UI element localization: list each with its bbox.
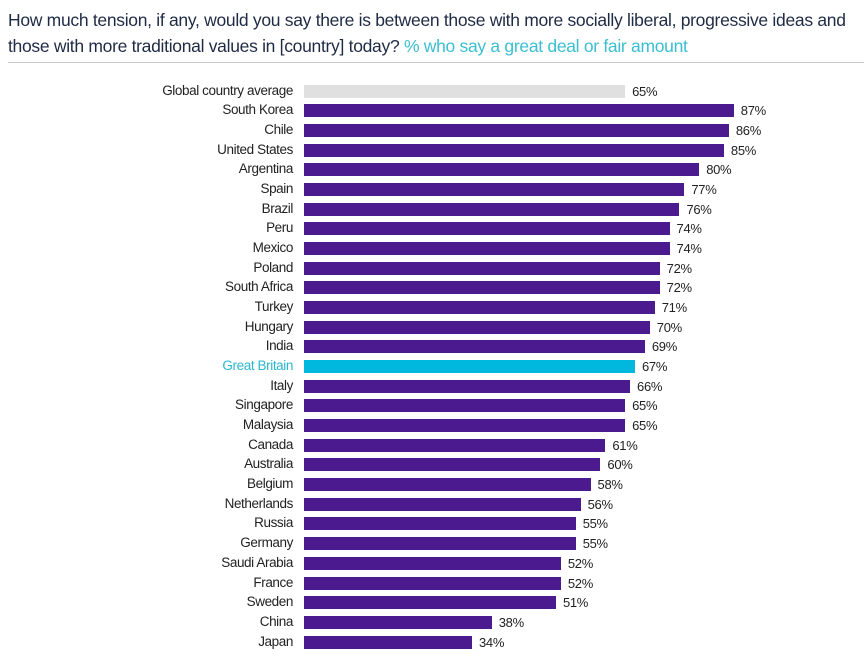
value-label: 72% xyxy=(666,280,692,296)
bar xyxy=(304,399,626,413)
bar xyxy=(304,458,601,472)
value-label: 55% xyxy=(582,536,608,552)
value-label: 34% xyxy=(478,634,505,650)
value-label: 77% xyxy=(691,181,717,197)
category-label: Japan xyxy=(258,633,293,649)
category-label: Australia xyxy=(244,456,293,472)
bar xyxy=(304,281,660,295)
value-label: 52% xyxy=(567,575,593,591)
bar xyxy=(304,123,729,137)
value-label: 86% xyxy=(735,122,761,138)
bar xyxy=(304,300,655,314)
value-label: 70% xyxy=(656,319,682,335)
title-text: How much tension, if any, would you say … xyxy=(8,10,846,56)
category-label: United States xyxy=(217,141,293,157)
value-label: 55% xyxy=(582,516,608,532)
category-label: Mexico xyxy=(252,239,294,255)
bar xyxy=(304,497,581,511)
bar xyxy=(304,222,670,236)
bar xyxy=(304,517,576,531)
value-label: 72% xyxy=(666,260,692,276)
category-label: Global country average xyxy=(162,82,293,98)
bar xyxy=(304,478,591,492)
value-label: 87% xyxy=(740,103,766,119)
bar xyxy=(304,556,561,570)
bar xyxy=(304,202,680,216)
category-label: Malaysia xyxy=(242,417,293,433)
value-label: 69% xyxy=(651,339,677,355)
value-label: 65% xyxy=(632,83,658,99)
category-label: Hungary xyxy=(244,318,294,334)
category-label: Netherlands xyxy=(224,495,294,511)
value-label: 60% xyxy=(607,457,633,473)
bar xyxy=(304,635,472,649)
value-label: 76% xyxy=(686,201,712,217)
category-label: Argentina xyxy=(238,161,294,177)
bar xyxy=(304,537,576,551)
bar xyxy=(304,163,700,177)
category-label: Turkey xyxy=(254,298,294,314)
bar xyxy=(304,576,561,590)
category-label: Russia xyxy=(254,515,293,531)
value-label: 56% xyxy=(587,496,613,512)
bar xyxy=(304,596,556,610)
category-label: Sweden xyxy=(246,594,294,610)
value-label: 58% xyxy=(597,477,623,493)
bar xyxy=(304,84,626,98)
value-label: 52% xyxy=(567,555,593,571)
bar xyxy=(304,360,635,374)
bar xyxy=(304,438,606,452)
category-label: Spain xyxy=(260,180,293,196)
divider xyxy=(8,62,864,63)
bar xyxy=(304,419,626,433)
category-label: Germany xyxy=(240,535,293,551)
category-label: Great Britain xyxy=(222,358,293,374)
value-label: 74% xyxy=(676,221,702,237)
category-label: Poland xyxy=(253,259,293,275)
chart-title: How much tension, if any, would you say … xyxy=(8,7,858,59)
value-label: 38% xyxy=(498,614,524,630)
value-label: 74% xyxy=(676,240,702,256)
value-label: 71% xyxy=(661,299,687,315)
category-label: Belgium xyxy=(247,476,293,492)
value-label: 67% xyxy=(641,359,668,375)
value-label: 80% xyxy=(706,162,732,178)
bar xyxy=(304,182,685,196)
category-label: India xyxy=(265,338,294,354)
value-label: 65% xyxy=(632,418,658,434)
value-label: 66% xyxy=(637,378,663,394)
bar xyxy=(304,143,724,157)
bar xyxy=(304,261,660,275)
category-label: Peru xyxy=(266,220,293,236)
bar xyxy=(304,320,650,334)
category-label: South Korea xyxy=(222,102,293,118)
category-label: France xyxy=(253,574,293,590)
value-label: 51% xyxy=(562,595,589,611)
bar xyxy=(304,340,645,354)
category-label: Saudi Arabia xyxy=(221,554,293,570)
bar xyxy=(304,241,670,255)
category-label: Canada xyxy=(248,436,293,452)
category-label: Brazil xyxy=(261,200,294,216)
category-label: Chile xyxy=(264,121,293,137)
value-label: 61% xyxy=(612,437,638,453)
category-label: Singapore xyxy=(235,397,293,413)
bar xyxy=(304,104,734,118)
value-label: 85% xyxy=(730,142,757,158)
category-label: South Africa xyxy=(225,279,293,295)
chart-subtitle: % who say a great deal or fair amount xyxy=(403,36,688,56)
category-label: China xyxy=(259,613,294,629)
value-label: 65% xyxy=(632,398,658,414)
bar xyxy=(304,615,492,629)
category-label: Italy xyxy=(270,377,293,393)
bar xyxy=(304,379,631,393)
